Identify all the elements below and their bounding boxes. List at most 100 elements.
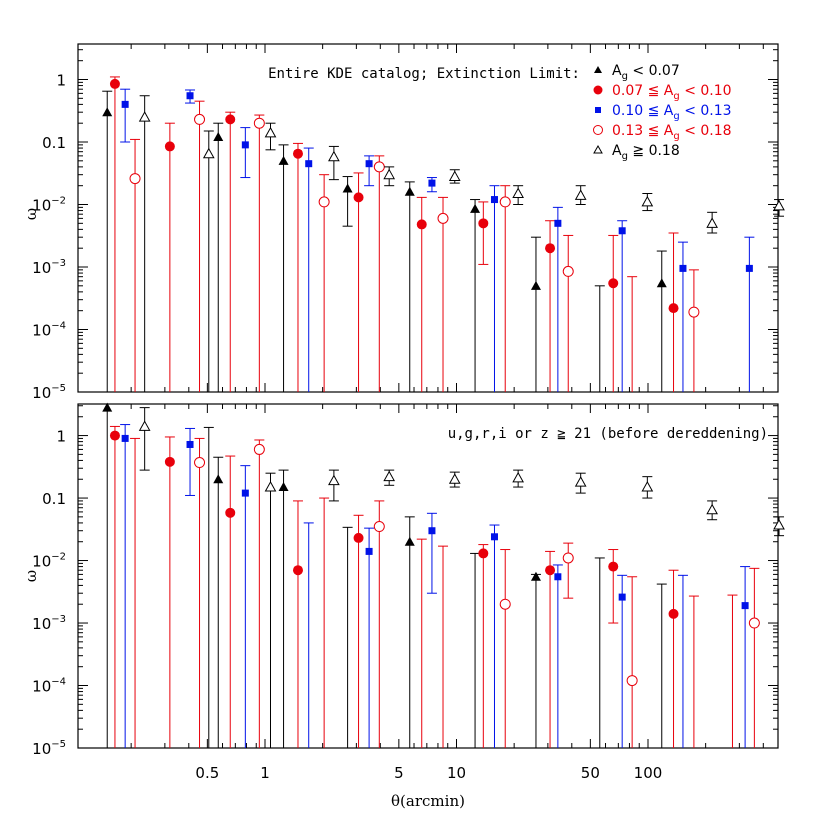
data-point <box>102 402 113 412</box>
data-point <box>404 186 415 196</box>
data-point <box>109 78 120 89</box>
data-point <box>264 481 277 492</box>
data-point <box>186 440 194 448</box>
data-point <box>706 503 718 515</box>
legend-marker <box>593 144 603 154</box>
data-point <box>213 132 224 142</box>
bottom-panel-marks: 0.5 1 5 10 50 100 1 0.1 10−2 10−3 10−4 10−5 <box>32 402 785 782</box>
y-tick-label: 10−4 <box>32 321 66 340</box>
legend-marker <box>595 107 601 113</box>
data-point <box>383 168 396 180</box>
data-point <box>608 278 619 289</box>
data-point <box>545 243 556 254</box>
data-point <box>490 533 498 541</box>
data-point <box>490 196 498 204</box>
data-point <box>574 189 587 200</box>
data-point <box>618 593 626 601</box>
y-tick-label: 10−3 <box>32 614 66 633</box>
y-tick-label: 10−4 <box>32 677 66 696</box>
data-point <box>688 306 700 318</box>
data-point <box>428 179 436 187</box>
data-point <box>194 113 206 125</box>
data-point <box>253 443 265 455</box>
data-point <box>353 192 364 203</box>
x-axis-title: θ(arcmin) <box>391 792 465 810</box>
data-point <box>328 474 340 486</box>
data-point <box>745 264 753 272</box>
data-point <box>138 111 151 122</box>
data-point <box>530 280 541 290</box>
data-point <box>437 212 449 224</box>
data-point <box>562 265 574 277</box>
y-tick-label: 10−2 <box>32 196 66 215</box>
data-point <box>373 521 385 533</box>
data-point <box>470 203 481 213</box>
data-point <box>428 527 436 535</box>
data-point <box>545 565 556 576</box>
legend-label: Ag < 0.07 <box>612 63 680 82</box>
top-panel-marks: 1 0.1 10−2 10−3 10−4 10−5 <box>32 44 785 402</box>
data-point <box>773 199 785 211</box>
data-point <box>512 187 524 199</box>
y-tick-label: 1 <box>56 72 66 90</box>
legend-marker <box>593 125 603 135</box>
data-point <box>292 148 303 159</box>
data-point <box>512 471 524 483</box>
data-point <box>353 532 364 543</box>
data-point <box>668 608 679 619</box>
data-point <box>478 218 489 229</box>
data-point <box>679 264 687 272</box>
data-point <box>448 473 461 484</box>
data-point <box>499 196 511 208</box>
data-point <box>618 227 626 235</box>
x-tick-label: 100 <box>634 764 663 782</box>
data-point <box>416 219 427 230</box>
data-point <box>530 571 541 581</box>
data-point <box>109 430 120 441</box>
data-point <box>164 456 175 467</box>
data-point <box>328 150 340 162</box>
data-point <box>186 92 194 100</box>
data-point <box>478 548 489 559</box>
y-tick-label: 10−2 <box>32 552 66 571</box>
legend: Ag < 0.070.07 ≦ Ag < 0.100.10 ≦ Ag < 0.1… <box>593 63 732 162</box>
data-point <box>448 170 461 182</box>
bottom-y-axis-title: ω <box>22 570 40 582</box>
data-point <box>562 552 574 564</box>
bottom-panel-title: u,g,r,i or z ≧ 21 (before dereddening) <box>448 426 768 442</box>
data-point <box>225 507 236 518</box>
x-tick-label: 5 <box>394 764 404 782</box>
data-point <box>253 117 265 129</box>
data-point <box>656 278 667 288</box>
data-point <box>626 675 638 687</box>
data-point <box>194 457 206 469</box>
x-tick-label: 0.5 <box>195 764 219 782</box>
legend-label: 0.07 ≦ Ag < 0.10 <box>612 83 732 102</box>
data-point <box>554 219 562 227</box>
data-point <box>554 573 562 581</box>
x-tick-label: 10 <box>447 764 466 782</box>
y-tick-label: 10−5 <box>32 383 66 402</box>
data-point <box>292 565 303 576</box>
data-point <box>748 617 760 629</box>
y-tick-label: 10−3 <box>32 258 66 277</box>
data-point <box>264 126 277 138</box>
data-point <box>213 474 224 484</box>
data-point <box>668 303 679 314</box>
data-point <box>278 155 289 165</box>
top-panel-title: Entire KDE catalog; Extinction Limit: <box>268 66 580 82</box>
data-point <box>318 196 330 208</box>
data-point <box>365 547 373 555</box>
data-point <box>365 160 373 168</box>
data-point <box>202 147 215 159</box>
data-point <box>241 141 249 149</box>
data-point <box>383 470 396 482</box>
data-point <box>305 160 313 168</box>
data-point <box>773 519 785 530</box>
data-point <box>574 476 587 487</box>
data-point <box>641 195 654 207</box>
data-point <box>241 489 249 497</box>
legend-label: 0.10 ≦ Ag < 0.13 <box>612 103 732 122</box>
y-tick-label: 0.1 <box>42 134 66 152</box>
